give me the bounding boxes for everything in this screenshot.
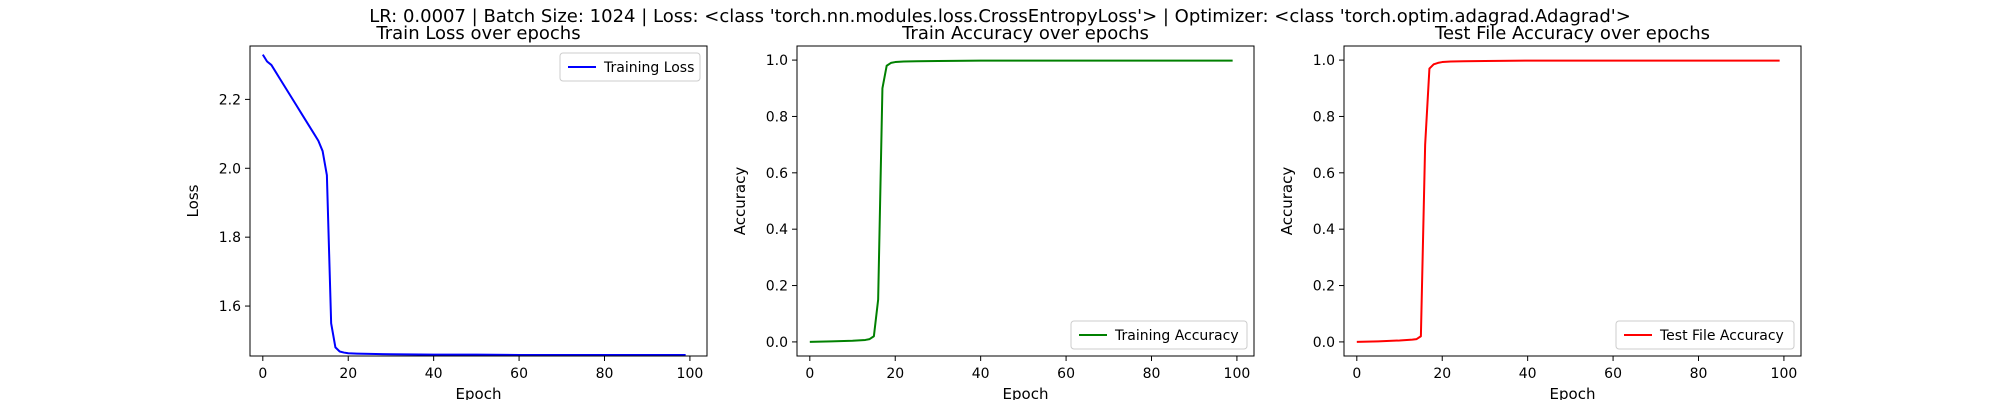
legend-box bbox=[1615, 320, 1795, 350]
x-tick-label: 20 bbox=[339, 366, 357, 382]
plot-frame bbox=[1343, 45, 1802, 357]
x-axis-label: Epoch bbox=[456, 385, 502, 400]
plot-frame bbox=[249, 45, 708, 357]
y-tick-label: 0.8 bbox=[766, 109, 788, 125]
series-line-1 bbox=[1356, 59, 1780, 343]
subplot-title: Train Loss over epochs bbox=[375, 23, 580, 44]
subplot-title: Train Accuracy over epochs bbox=[901, 23, 1149, 44]
y-tick-label: 2.0 bbox=[219, 161, 241, 177]
x-tick-label: 20 bbox=[1433, 366, 1451, 382]
y-axis-label: Loss bbox=[184, 184, 202, 217]
subplot-1: Train Loss over epochs 0 20 40 60 80 100 1.6 1.8… bbox=[184, 23, 708, 400]
x-tick-label: 40 bbox=[1519, 366, 1537, 382]
x-tick-label: 100 bbox=[1224, 366, 1251, 382]
subplot-3: Test File Accuracy over epochs 0 20 40 60 80 1… bbox=[1278, 23, 1802, 400]
y-tick-label: 1.6 bbox=[219, 299, 241, 315]
legend-box bbox=[559, 52, 701, 82]
subplot-title: Test File Accuracy over epochs bbox=[1434, 23, 1710, 44]
y-axis-label: Accuracy bbox=[731, 167, 749, 236]
y-tick-label: 0.0 bbox=[1313, 335, 1335, 351]
y-tick-label: 0.0 bbox=[766, 335, 788, 351]
legend-label: Test File Accuracy bbox=[1659, 328, 1784, 344]
y-tick-label: 1.0 bbox=[1313, 53, 1335, 69]
x-tick-label: 40 bbox=[972, 366, 990, 382]
legend-label: Training Accuracy bbox=[1114, 328, 1239, 344]
x-tick-label: 80 bbox=[1690, 366, 1708, 382]
legend: Training Loss bbox=[559, 52, 701, 82]
figure-suptitle: LR: 0.0007 | Batch Size: 1024 | Loss: <c… bbox=[369, 6, 1631, 27]
y-tick-label: 0.6 bbox=[766, 166, 788, 182]
y-tick-label: 0.4 bbox=[766, 222, 788, 238]
x-tick-label: 60 bbox=[1057, 366, 1075, 382]
y-axis-label: Accuracy bbox=[1278, 167, 1296, 236]
x-axis-label: Epoch bbox=[1003, 385, 1049, 400]
y-tick-label: 1.0 bbox=[766, 53, 788, 69]
x-tick-label: 40 bbox=[425, 366, 443, 382]
y-tick-label: 0.4 bbox=[1313, 222, 1335, 238]
subplot-2: Train Accuracy over epochs 0 20 40 60 80 100 0.… bbox=[731, 23, 1255, 400]
x-axis-label: Epoch bbox=[1550, 385, 1596, 400]
legend-label: Training Loss bbox=[603, 60, 694, 76]
x-tick-label: 0 bbox=[805, 366, 814, 382]
y-tick-label: 0.8 bbox=[1313, 109, 1335, 125]
y-tick-label: 0.2 bbox=[1313, 279, 1335, 295]
y-tick-label: 2.2 bbox=[219, 92, 241, 108]
x-tick-label: 80 bbox=[1143, 366, 1161, 382]
series-line-1 bbox=[261, 54, 686, 356]
x-tick-label: 0 bbox=[1352, 366, 1361, 382]
x-tick-label: 60 bbox=[1604, 366, 1622, 382]
y-tick-label: 1.8 bbox=[219, 230, 241, 246]
y-tick-label: 0.2 bbox=[766, 279, 788, 295]
legend: Training Accuracy bbox=[1070, 320, 1248, 350]
x-tick-label: 20 bbox=[886, 366, 904, 382]
subplot-panels: Train Loss over epochs 0 20 40 60 80 100 1.6 1.8… bbox=[184, 23, 1802, 400]
x-tick-label: 60 bbox=[510, 366, 528, 382]
series-line-1 bbox=[809, 59, 1233, 343]
plot-frame bbox=[796, 45, 1255, 357]
x-tick-label: 0 bbox=[258, 366, 267, 382]
x-tick-label: 100 bbox=[677, 366, 704, 382]
x-tick-label: 80 bbox=[596, 366, 614, 382]
legend: Test File Accuracy bbox=[1615, 320, 1795, 350]
y-tick-label: 0.6 bbox=[1313, 166, 1335, 182]
x-tick-label: 100 bbox=[1771, 366, 1798, 382]
legend-box bbox=[1070, 320, 1248, 350]
